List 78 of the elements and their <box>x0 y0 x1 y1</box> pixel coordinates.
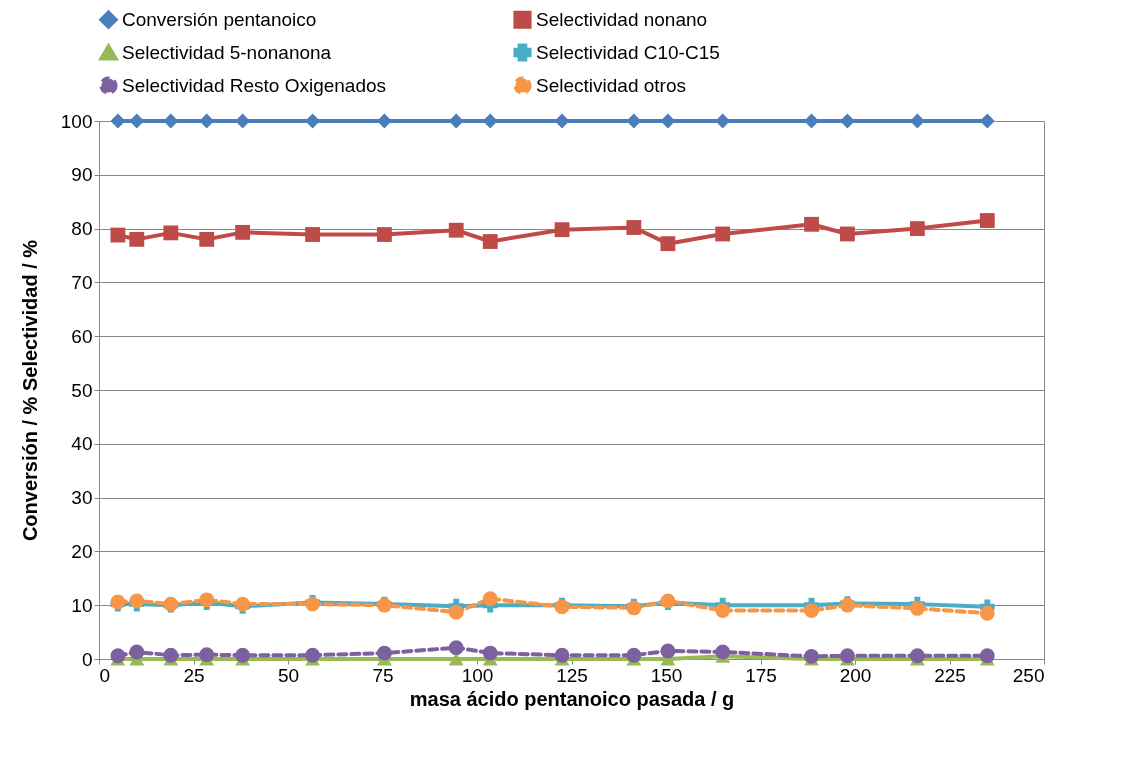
legend-label: Selectividad Resto Oxigenados <box>122 74 387 96</box>
point <box>715 603 731 618</box>
y-tick-label: 20 <box>71 540 93 562</box>
y-tick-label: 60 <box>71 325 93 347</box>
point <box>482 234 498 249</box>
point <box>660 113 676 129</box>
point <box>554 113 570 129</box>
y-tick-label: 30 <box>71 487 93 509</box>
point <box>715 226 731 242</box>
y-tick-label: 70 <box>71 271 93 293</box>
point <box>448 113 464 129</box>
legend-label: Selectividad otros <box>536 74 686 96</box>
point <box>840 226 855 242</box>
point <box>482 645 498 661</box>
y-tick-label: 80 <box>71 218 93 240</box>
point <box>626 220 642 235</box>
legend-label: Selectividad 5-nonanona <box>122 41 332 63</box>
point <box>979 648 995 664</box>
point <box>804 603 819 618</box>
x-tick-label: 250 <box>1012 664 1045 686</box>
point <box>110 648 126 664</box>
y-tick-label: 50 <box>71 379 93 401</box>
point <box>715 644 731 660</box>
x-tick-label: 225 <box>934 664 966 686</box>
x-tick-label: 100 <box>461 664 494 686</box>
y-tick-label: 0 <box>81 648 93 670</box>
point <box>163 225 179 241</box>
point <box>909 648 925 664</box>
point <box>804 648 819 664</box>
point <box>448 604 464 620</box>
x-tick-label: 0 <box>99 664 111 686</box>
point <box>199 647 215 663</box>
point <box>129 231 145 247</box>
point <box>554 222 570 238</box>
point <box>804 216 819 232</box>
point <box>448 652 464 666</box>
point <box>376 645 392 661</box>
point <box>626 113 642 129</box>
point <box>979 213 995 228</box>
x-tick-label: 50 <box>277 664 300 686</box>
legend-label: Selectividad nonano <box>536 8 708 30</box>
point <box>554 647 570 663</box>
x-tick-label: 150 <box>650 664 683 686</box>
point <box>376 227 392 242</box>
legend-label: Conversión pentanoico <box>122 8 317 30</box>
point <box>235 647 251 663</box>
x-axis-title: masa ácido pentanoico pasada / g <box>409 687 735 710</box>
point <box>199 231 215 247</box>
point <box>110 113 126 129</box>
point <box>909 601 925 616</box>
y-tick-label: 90 <box>71 164 93 186</box>
point <box>110 227 126 243</box>
point <box>129 644 145 660</box>
point <box>979 605 995 621</box>
point <box>660 236 676 252</box>
y-tick-label: 10 <box>71 594 93 616</box>
point <box>163 647 179 663</box>
point <box>235 224 251 240</box>
y-tick-label: 100 <box>60 110 93 132</box>
legend-label: Selectividad C10-C15 <box>536 41 720 63</box>
x-tick-label: 75 <box>372 664 394 686</box>
point <box>840 648 855 664</box>
point <box>305 227 320 242</box>
x-tick-label: 175 <box>745 664 777 686</box>
y-tick-label: 40 <box>71 433 93 455</box>
point <box>305 647 320 663</box>
point <box>163 113 179 129</box>
x-tick-label: 125 <box>556 664 588 686</box>
point <box>448 640 464 656</box>
point <box>909 221 925 237</box>
x-tick-label: 200 <box>839 664 872 686</box>
y-axis-title: Conversión / % Selectividad / % <box>18 239 41 542</box>
x-tick-label: 25 <box>183 664 205 686</box>
point <box>626 647 642 663</box>
point <box>129 113 145 129</box>
point <box>482 591 498 607</box>
point <box>660 643 676 659</box>
point <box>448 222 464 238</box>
